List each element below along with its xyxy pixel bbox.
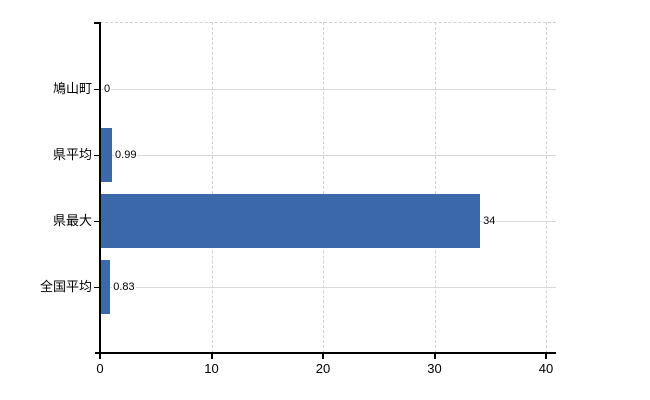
bar [101, 260, 111, 314]
category-gridline [100, 287, 556, 288]
y-tick [94, 221, 100, 222]
y-tick [94, 287, 100, 288]
x-tick [322, 354, 324, 359]
x-gridline [323, 22, 324, 353]
x-tick-label: 10 [204, 361, 219, 376]
category-label: 県最大 [52, 213, 92, 228]
plot-top-gridline [100, 22, 556, 23]
value-label: 0 [103, 82, 112, 96]
category-gridline [100, 89, 556, 90]
x-tick-label: 20 [315, 361, 331, 376]
value-label: 0.99 [114, 148, 138, 162]
x-tick-label: 40 [538, 361, 554, 376]
x-tick-label: 30 [427, 361, 442, 376]
x-gridline [546, 22, 547, 353]
y-tick [94, 89, 100, 90]
y-axis-line [99, 22, 101, 354]
category-label: 鳩山町 [52, 81, 92, 96]
y-axis-top-tick [94, 22, 101, 24]
value-label: 34 [482, 214, 497, 228]
x-tick [433, 354, 436, 359]
y-tick [94, 155, 100, 156]
category-gridline [100, 155, 556, 156]
bar [101, 128, 113, 182]
value-label: 0.83 [112, 280, 136, 294]
x-tick-label: 0 [96, 361, 104, 376]
x-axis-line [95, 352, 556, 354]
x-tick [210, 354, 213, 359]
category-label: 全国平均 [39, 279, 92, 294]
x-gridline [434, 22, 436, 353]
x-gridline [211, 22, 213, 353]
category-label: 県平均 [52, 147, 92, 162]
bar [101, 194, 481, 248]
x-tick [99, 354, 101, 359]
x-tick [545, 354, 547, 359]
